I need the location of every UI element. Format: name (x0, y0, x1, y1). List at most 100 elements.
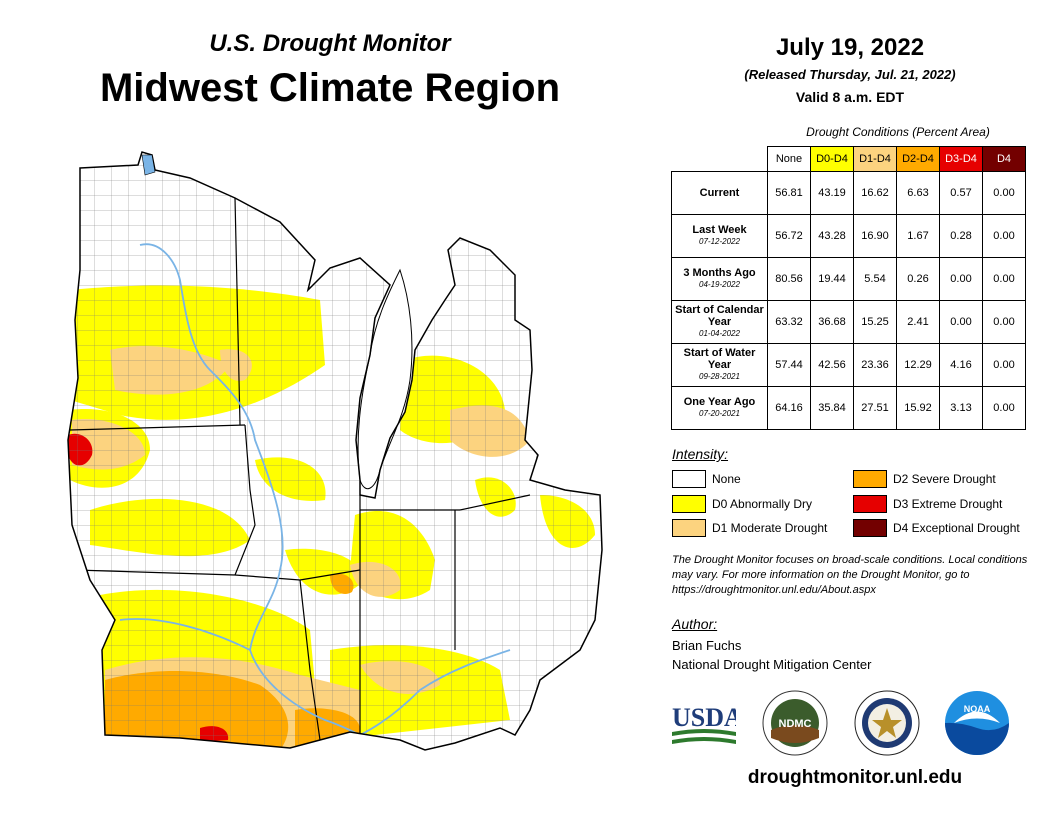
table-cell: 63.32 (767, 300, 811, 344)
table-cell: 43.19 (810, 171, 854, 215)
legend-item: None (672, 470, 741, 488)
table-cell: 0.26 (896, 257, 940, 301)
column-header-d3-d4: D3-D4 (939, 146, 983, 172)
svg-text:NOAA: NOAA (964, 704, 991, 714)
table-cell: 19.44 (810, 257, 854, 301)
table-cell: 15.25 (853, 300, 897, 344)
usda-logo: USDA (672, 703, 736, 744)
map-subtitle: U.S. Drought Monitor (209, 30, 451, 57)
table-cell: 27.51 (853, 386, 897, 430)
release-date: (Released Thursday, Jul. 21, 2022) (744, 67, 956, 82)
table-cell: 5.54 (853, 257, 897, 301)
row-label: Last Week 07-12-2022 (671, 214, 768, 258)
column-header-d1-d4: D1-D4 (853, 146, 897, 172)
row-label: One Year Ago 07-20-2021 (671, 386, 768, 430)
legend-item: D3 Extreme Drought (853, 495, 1002, 513)
legend-swatch (672, 470, 706, 488)
region-outline (67, 151, 603, 751)
column-header-d2-d4: D2-D4 (896, 146, 940, 172)
table-cell: 0.00 (939, 257, 983, 301)
table-cell: 57.44 (767, 343, 811, 387)
column-header-d0-d4: D0-D4 (810, 146, 854, 172)
table-row: Start of Water Year 09-28-2021 57.44 42.56 2… (671, 343, 1026, 387)
table-cell: 0.28 (939, 214, 983, 258)
table-cell: 16.62 (853, 171, 897, 215)
table-cell: 36.68 (810, 300, 854, 344)
row-label-text: 3 Months Ago (683, 267, 756, 279)
table-row: Current 56.81 43.19 16.62 6.63 0.57 0.00 (671, 171, 1026, 215)
legend-swatch (853, 495, 887, 513)
table-row: One Year Ago 07-20-2021 64.16 35.84 27.51 15.… (671, 386, 1026, 430)
table-cell: 6.63 (896, 171, 940, 215)
table-cell: 1.67 (896, 214, 940, 258)
author-heading: Author: (672, 616, 718, 632)
row-label-text: One Year Ago (683, 396, 756, 408)
table-cell: 0.00 (982, 386, 1026, 430)
row-label: Start of Water Year 09-28-2021 (671, 343, 768, 387)
svg-text:NDMC: NDMC (779, 718, 812, 730)
legend-item: D1 Moderate Drought (672, 519, 827, 537)
row-date: 07-12-2022 (699, 237, 740, 246)
legend-swatch (853, 470, 887, 488)
table-cell: 80.56 (767, 257, 811, 301)
table-cell: 0.00 (939, 300, 983, 344)
row-label: Start of Calendar Year 01-04-2022 (671, 300, 768, 344)
row-date: 09-28-2021 (699, 372, 740, 381)
table-cell: 35.84 (810, 386, 854, 430)
drought-map (67, 151, 603, 751)
column-header-d4: D4 (982, 146, 1026, 172)
table-row: 3 Months Ago 04-19-2022 80.56 19.44 5.54 0.26… (671, 257, 1026, 301)
table-cell: 0.00 (982, 214, 1026, 258)
row-date: 07-20-2021 (699, 409, 740, 418)
table-cell: 3.13 (939, 386, 983, 430)
table-cell: 4.16 (939, 343, 983, 387)
table-cell: 16.90 (853, 214, 897, 258)
legend-swatch (672, 495, 706, 513)
row-label-text: Start of Water Year (683, 347, 756, 371)
nidis-logo (854, 690, 920, 756)
row-label: 3 Months Ago 04-19-2022 (671, 257, 768, 301)
legend-swatch (672, 519, 706, 537)
table-cell: 0.00 (982, 257, 1026, 301)
legend-label: None (712, 472, 741, 486)
table-cell: 2.41 (896, 300, 940, 344)
table-cell: 15.92 (896, 386, 940, 430)
website-url[interactable]: droughtmonitor.unl.edu (747, 767, 963, 788)
author-organization: National Drought Mitigation Center (672, 657, 872, 672)
legend-item: D0 Abnormally Dry (672, 495, 812, 513)
legend-label: D0 Abnormally Dry (712, 497, 813, 511)
row-date: 04-19-2022 (699, 280, 740, 289)
legend-label: D1 Moderate Drought (712, 521, 828, 535)
row-label-text: Start of Calendar Year (675, 304, 764, 328)
table-cell: 56.81 (767, 171, 811, 215)
table-cell: 64.16 (767, 386, 811, 430)
table-cell: 23.36 (853, 343, 897, 387)
svg-text:USDA: USDA (672, 703, 736, 732)
row-label-text: Current (699, 187, 740, 199)
lake-of-the-woods (141, 154, 156, 176)
legend-title: Intensity: (672, 446, 729, 462)
legend-item: D2 Severe Drought (853, 470, 996, 488)
drought-stats-table: None D0-D4 D1-D4 D2-D4 D3-D4 D4 Current 56.81 4… (671, 146, 1026, 430)
row-label: Current (671, 171, 768, 215)
column-header-none: None (767, 146, 811, 172)
legend-label: D3 Extreme Drought (893, 497, 1003, 511)
table-cell: 42.56 (810, 343, 854, 387)
legend-swatch (853, 519, 887, 537)
legend-label: D4 Exceptional Drought (893, 521, 1020, 535)
ndmc-logo: NDMC (762, 690, 828, 756)
author-name: Brian Fuchs (672, 638, 742, 653)
row-label-text: Last Week (692, 224, 747, 236)
table-cell: 0.57 (939, 171, 983, 215)
legend-label: D2 Severe Drought (893, 472, 996, 486)
table-corner (671, 146, 768, 172)
table-cell: 0.00 (982, 300, 1026, 344)
row-date: 01-04-2022 (699, 329, 740, 338)
legend-item: D4 Exceptional Drought (853, 519, 1020, 537)
stats-caption: Drought Conditions (Percent Area) (806, 125, 990, 139)
map-date: July 19, 2022 (775, 34, 925, 61)
map-title: Midwest Climate Region (99, 66, 561, 110)
disclaimer-note: The Drought Monitor focuses on broad-sca… (672, 554, 1028, 596)
table-cell: 0.00 (982, 171, 1026, 215)
noaa-logo: NOAA (945, 691, 1009, 755)
